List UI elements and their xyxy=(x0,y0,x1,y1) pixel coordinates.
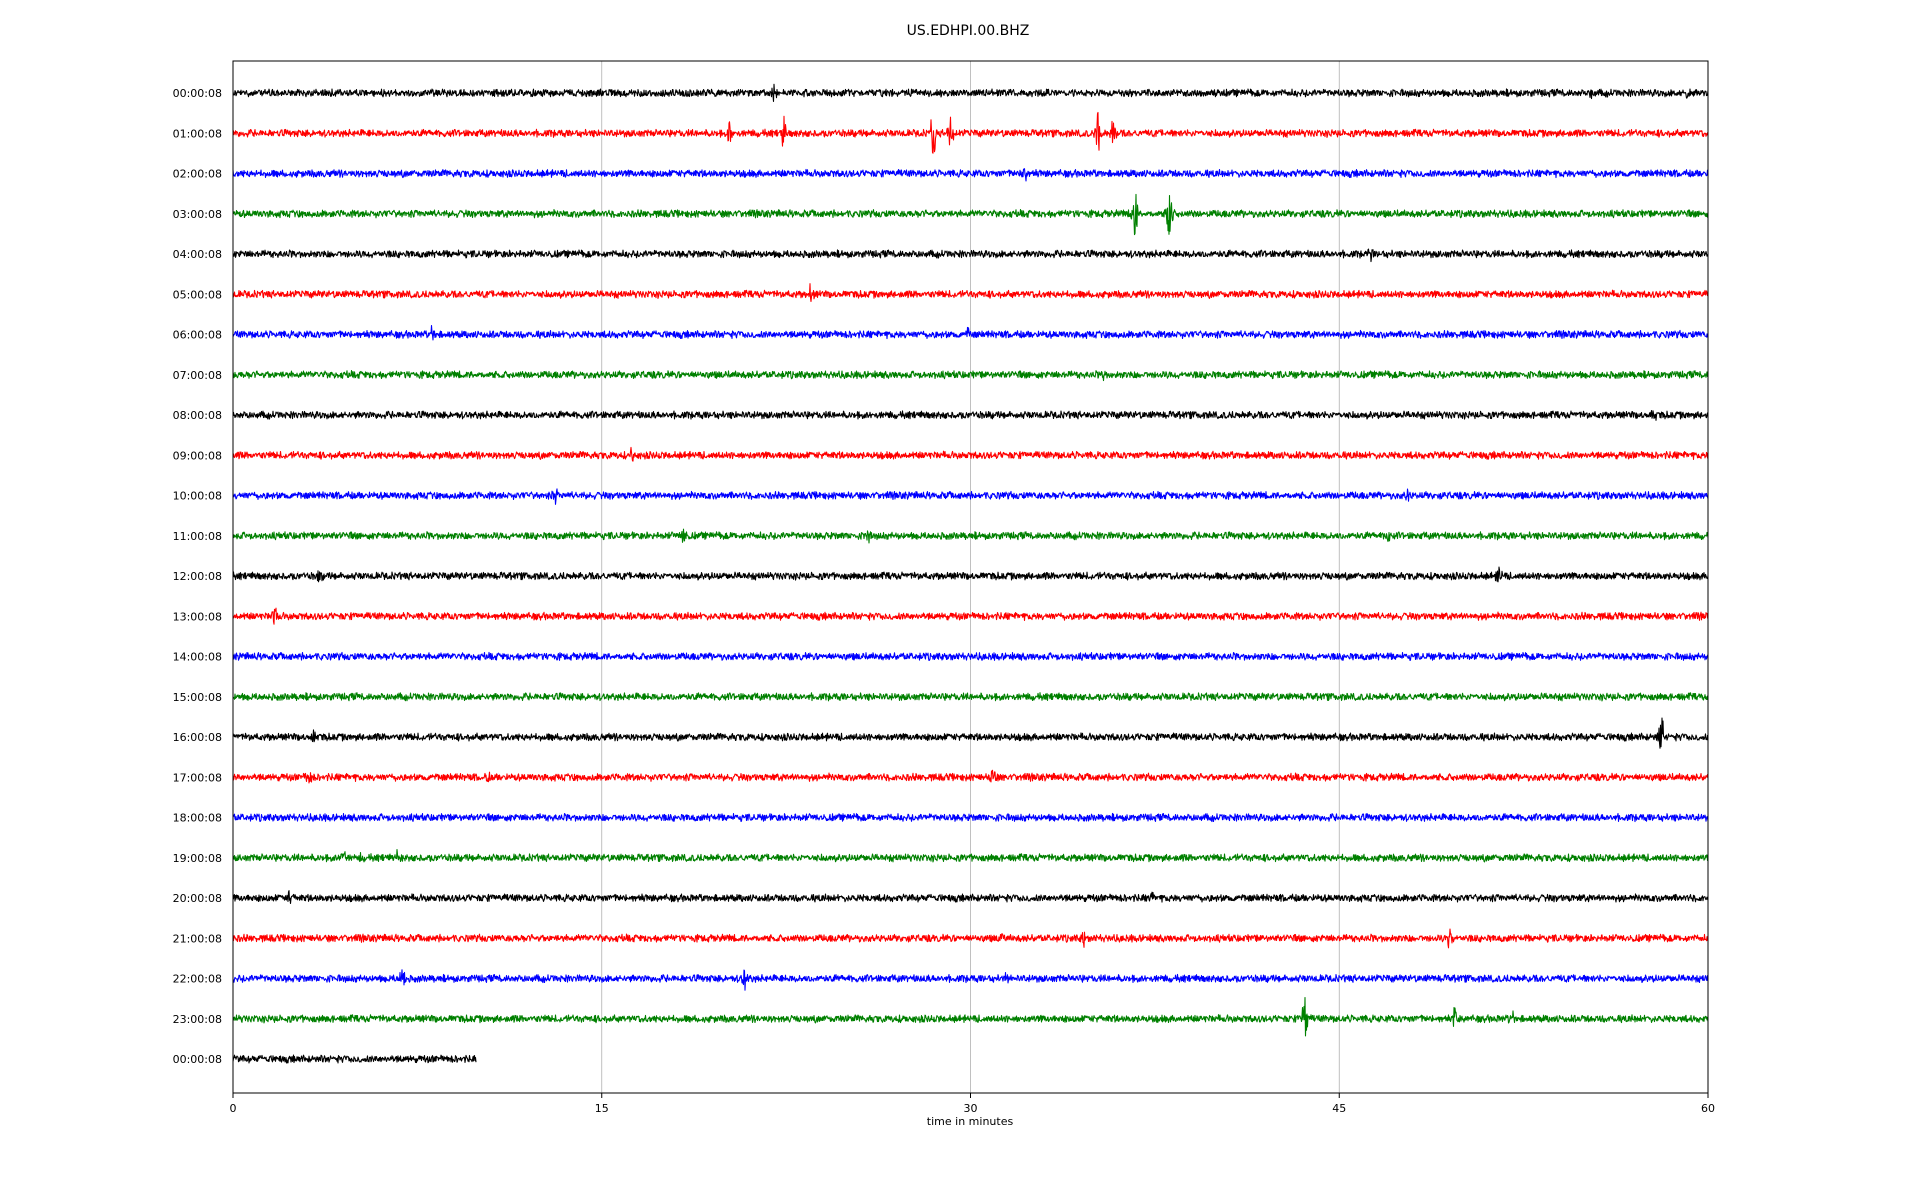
trace-line xyxy=(232,996,1709,1037)
trace-line xyxy=(232,969,1709,991)
x-tick-label: 30 xyxy=(964,1102,978,1115)
row-time-label: 01:00:08 xyxy=(173,127,222,140)
trace-line xyxy=(232,193,1709,236)
row-time-label: 12:00:08 xyxy=(173,570,222,583)
trace-line xyxy=(232,607,1709,625)
trace-line xyxy=(232,168,1709,182)
row-time-label: 16:00:08 xyxy=(173,731,222,744)
row-time-label: 07:00:08 xyxy=(173,369,222,382)
x-tick-label: 45 xyxy=(1332,1102,1346,1115)
row-time-label: 19:00:08 xyxy=(173,852,222,865)
trace-group xyxy=(232,83,1709,1064)
trace-line xyxy=(232,566,1709,583)
row-time-labels: 00:00:08 01:00:08 02:00:08 03:00:08 04:00:08… xyxy=(173,87,222,1066)
x-tick-label: 15 xyxy=(595,1102,609,1115)
trace-line xyxy=(232,370,1709,382)
row-time-label: 10:00:08 xyxy=(173,490,222,503)
trace-line xyxy=(232,410,1709,421)
row-time-label: 22:00:08 xyxy=(173,973,222,986)
trace-line xyxy=(232,83,1709,102)
row-time-label: 21:00:08 xyxy=(173,932,222,945)
trace-line xyxy=(232,651,1709,662)
row-time-label: 17:00:08 xyxy=(173,771,222,784)
row-time-label: 03:00:08 xyxy=(173,208,222,221)
trace-line xyxy=(232,717,1709,749)
trace-line xyxy=(232,283,1709,303)
trace-line xyxy=(232,849,1709,863)
x-axis-ticks: 0 15 30 45 60 xyxy=(230,1093,1715,1115)
row-time-label: 06:00:08 xyxy=(173,329,222,342)
row-time-label: 04:00:08 xyxy=(173,248,222,261)
trace-line xyxy=(232,111,1709,154)
row-time-label: 18:00:08 xyxy=(173,812,222,825)
chart-title: US.EDHPI.00.BHZ xyxy=(907,23,1030,39)
trace-line xyxy=(232,248,1709,263)
row-time-label: 05:00:08 xyxy=(173,288,222,301)
trace-line xyxy=(232,769,1709,784)
row-time-label: 14:00:08 xyxy=(173,651,222,664)
trace-line xyxy=(232,812,1709,823)
trace-line xyxy=(232,692,1709,702)
trace-line xyxy=(232,928,1709,949)
trace-line xyxy=(232,488,1709,505)
row-time-label: 15:00:08 xyxy=(173,691,222,704)
trace-line xyxy=(232,1054,477,1064)
x-tick-label: 0 xyxy=(230,1102,237,1115)
trace-line xyxy=(232,890,1709,904)
row-time-label: 08:00:08 xyxy=(173,409,222,422)
row-time-label: 09:00:08 xyxy=(173,449,222,462)
trace-line xyxy=(232,446,1709,462)
row-time-label: 23:00:08 xyxy=(173,1013,222,1026)
x-tick-label: 60 xyxy=(1701,1102,1715,1115)
row-time-label: 00:00:08 xyxy=(173,1053,222,1066)
row-time-label: 02:00:08 xyxy=(173,168,222,181)
trace-line xyxy=(232,324,1709,341)
row-time-label: 20:00:08 xyxy=(173,892,222,905)
row-time-label: 00:00:08 xyxy=(173,87,222,100)
row-time-label: 11:00:08 xyxy=(173,530,222,543)
x-axis-label: time in minutes xyxy=(927,1115,1014,1128)
trace-line xyxy=(232,528,1709,544)
row-time-label: 13:00:08 xyxy=(173,610,222,623)
